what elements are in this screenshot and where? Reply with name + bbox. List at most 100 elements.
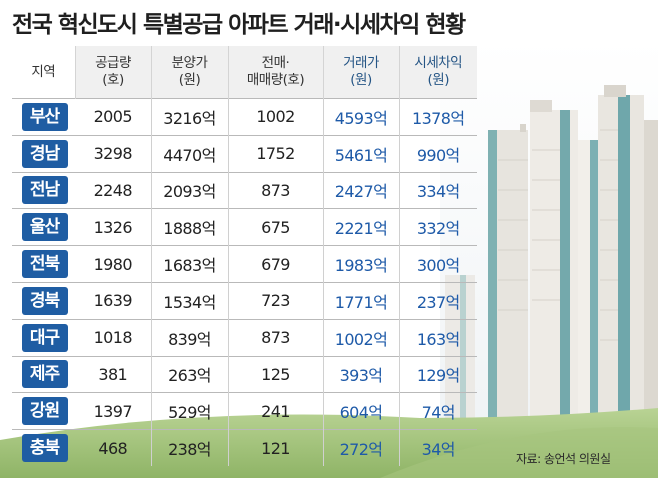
cell-sale-price: 3216억 bbox=[151, 98, 229, 136]
col-header-region: 지역 bbox=[12, 46, 76, 99]
region-badge: 울산 bbox=[21, 213, 68, 242]
cell-resale: 1752 bbox=[228, 134, 324, 173]
cell-trade-price: 272억 bbox=[323, 429, 400, 466]
col-header-trade-price: 거래가 (원) bbox=[323, 46, 400, 99]
cell-supply: 1639 bbox=[75, 281, 152, 320]
col-header-unit: (원) bbox=[427, 72, 450, 88]
col-header-unit: (호) bbox=[102, 72, 124, 88]
col-header-label: 거래가 bbox=[343, 55, 379, 71]
cell-trade-price: 1771억 bbox=[323, 281, 400, 320]
table-row: 울산 1326 1888억 675 2221억 332억 bbox=[12, 208, 477, 246]
table-row: 제주 381 263억 125 393억 129억 bbox=[12, 355, 477, 393]
col-header-resale: 전매· 매매량(호) bbox=[228, 46, 324, 99]
cell-supply: 1018 bbox=[75, 318, 152, 357]
region-badge: 제주 bbox=[21, 360, 68, 389]
col-header-label: 지역 bbox=[31, 63, 56, 80]
col-header-label: 분양가 bbox=[171, 55, 208, 71]
region-cell: 경남 bbox=[12, 134, 75, 173]
cell-supply: 1326 bbox=[75, 208, 152, 246]
table-row: 충북 468 238억 121 272억 34억 bbox=[12, 429, 477, 466]
region-cell: 충북 bbox=[12, 429, 75, 466]
table-row: 부산 2005 3216억 1002 4593억 1378억 bbox=[12, 98, 477, 136]
col-header-sale-price: 분양가 (원) bbox=[151, 46, 229, 99]
cell-trade-price: 4593억 bbox=[323, 98, 400, 136]
cell-gain: 129억 bbox=[399, 355, 477, 393]
cell-trade-price: 393억 bbox=[323, 355, 400, 393]
cell-sale-price: 529억 bbox=[151, 392, 229, 430]
cell-supply: 2248 bbox=[75, 171, 152, 209]
cell-sale-price: 238억 bbox=[151, 429, 229, 466]
cell-sale-price: 263억 bbox=[151, 355, 229, 393]
source-note: 자료: 송언석 의원실 bbox=[516, 452, 611, 466]
cell-gain: 237억 bbox=[399, 281, 477, 320]
region-cell: 전북 bbox=[12, 245, 75, 283]
cell-sale-price: 1534억 bbox=[151, 281, 229, 320]
cell-trade-price: 1002억 bbox=[323, 318, 400, 357]
cell-sale-price: 4470억 bbox=[151, 134, 229, 173]
cell-resale: 1002 bbox=[228, 98, 324, 136]
region-badge: 경북 bbox=[21, 286, 68, 315]
col-header-gain: 시세차익 (원) bbox=[399, 46, 477, 99]
table-header-row: 지역 공급량 (호) 분양가 (원) 전매· 매매량(호) 거래가 (원) 시세… bbox=[12, 46, 477, 99]
cell-gain: 1378억 bbox=[399, 98, 477, 136]
cell-sale-price: 1683억 bbox=[151, 245, 229, 283]
cell-gain: 334억 bbox=[399, 171, 477, 209]
cell-resale: 873 bbox=[228, 318, 324, 357]
data-table: 지역 공급량 (호) 분양가 (원) 전매· 매매량(호) 거래가 (원) 시세… bbox=[12, 46, 477, 466]
region-cell: 전남 bbox=[12, 171, 75, 209]
region-badge: 부산 bbox=[21, 102, 68, 131]
cell-supply: 1980 bbox=[75, 245, 152, 283]
col-header-label: 공급량 bbox=[95, 55, 131, 71]
cell-supply: 3298 bbox=[75, 134, 152, 173]
region-badge: 경남 bbox=[21, 139, 68, 168]
table-row: 전북 1980 1683억 679 1983억 300억 bbox=[12, 245, 477, 283]
cell-gain: 332억 bbox=[399, 208, 477, 246]
table-body: 부산 2005 3216억 1002 4593억 1378억 경남 3298 4470억 1752… bbox=[12, 98, 477, 466]
cell-resale: 675 bbox=[228, 208, 324, 246]
cell-gain: 990억 bbox=[399, 134, 477, 173]
page-title: 전국 혁신도시 특별공급 아파트 거래·시세차익 현황 bbox=[12, 12, 466, 38]
region-badge: 전북 bbox=[21, 250, 68, 279]
region-badge: 충북 bbox=[21, 434, 68, 463]
region-badge: 전남 bbox=[21, 176, 68, 205]
cell-trade-price: 604억 bbox=[323, 392, 400, 430]
cell-resale: 873 bbox=[228, 171, 324, 209]
col-header-label: 시세차익 bbox=[414, 55, 463, 71]
cell-resale: 679 bbox=[228, 245, 324, 283]
cell-resale: 121 bbox=[228, 429, 324, 466]
table-row: 강원 1397 529억 241 604억 74억 bbox=[12, 392, 477, 430]
cell-gain: 34억 bbox=[399, 429, 477, 466]
cell-resale: 125 bbox=[228, 355, 324, 393]
region-badge: 강원 bbox=[21, 397, 68, 426]
cell-sale-price: 839억 bbox=[151, 318, 229, 357]
region-cell: 강원 bbox=[12, 392, 75, 430]
cell-trade-price: 1983억 bbox=[323, 245, 400, 283]
cell-resale: 723 bbox=[228, 281, 324, 320]
table-row: 전남 2248 2093억 873 2427억 334억 bbox=[12, 171, 477, 209]
region-cell: 경북 bbox=[12, 281, 75, 320]
region-cell: 울산 bbox=[12, 208, 75, 246]
cell-trade-price: 2427억 bbox=[323, 171, 400, 209]
cell-sale-price: 1888억 bbox=[151, 208, 229, 246]
cell-gain: 74억 bbox=[399, 392, 477, 430]
cell-gain: 163억 bbox=[399, 318, 477, 357]
col-header-unit: (원) bbox=[178, 72, 201, 88]
cell-gain: 300억 bbox=[399, 245, 477, 283]
cell-supply: 2005 bbox=[75, 98, 152, 136]
col-header-supply: 공급량 (호) bbox=[75, 46, 152, 99]
col-header-unit: 매매량(호) bbox=[246, 72, 305, 88]
cell-resale: 241 bbox=[228, 392, 324, 430]
cell-supply: 1397 bbox=[75, 392, 152, 430]
col-header-label: 전매· bbox=[261, 55, 290, 71]
cell-supply: 468 bbox=[75, 429, 152, 466]
cell-supply: 381 bbox=[75, 355, 152, 393]
region-badge: 대구 bbox=[21, 323, 68, 352]
cell-trade-price: 2221억 bbox=[323, 208, 400, 246]
region-cell: 대구 bbox=[12, 318, 75, 357]
table-row: 대구 1018 839억 873 1002억 163억 bbox=[12, 318, 477, 357]
col-header-unit: (원) bbox=[350, 72, 372, 88]
region-cell: 부산 bbox=[12, 98, 75, 136]
table-row: 경남 3298 4470억 1752 5461억 990억 bbox=[12, 134, 477, 173]
region-cell: 제주 bbox=[12, 355, 75, 393]
table-row: 경북 1639 1534억 723 1771억 237억 bbox=[12, 281, 477, 320]
